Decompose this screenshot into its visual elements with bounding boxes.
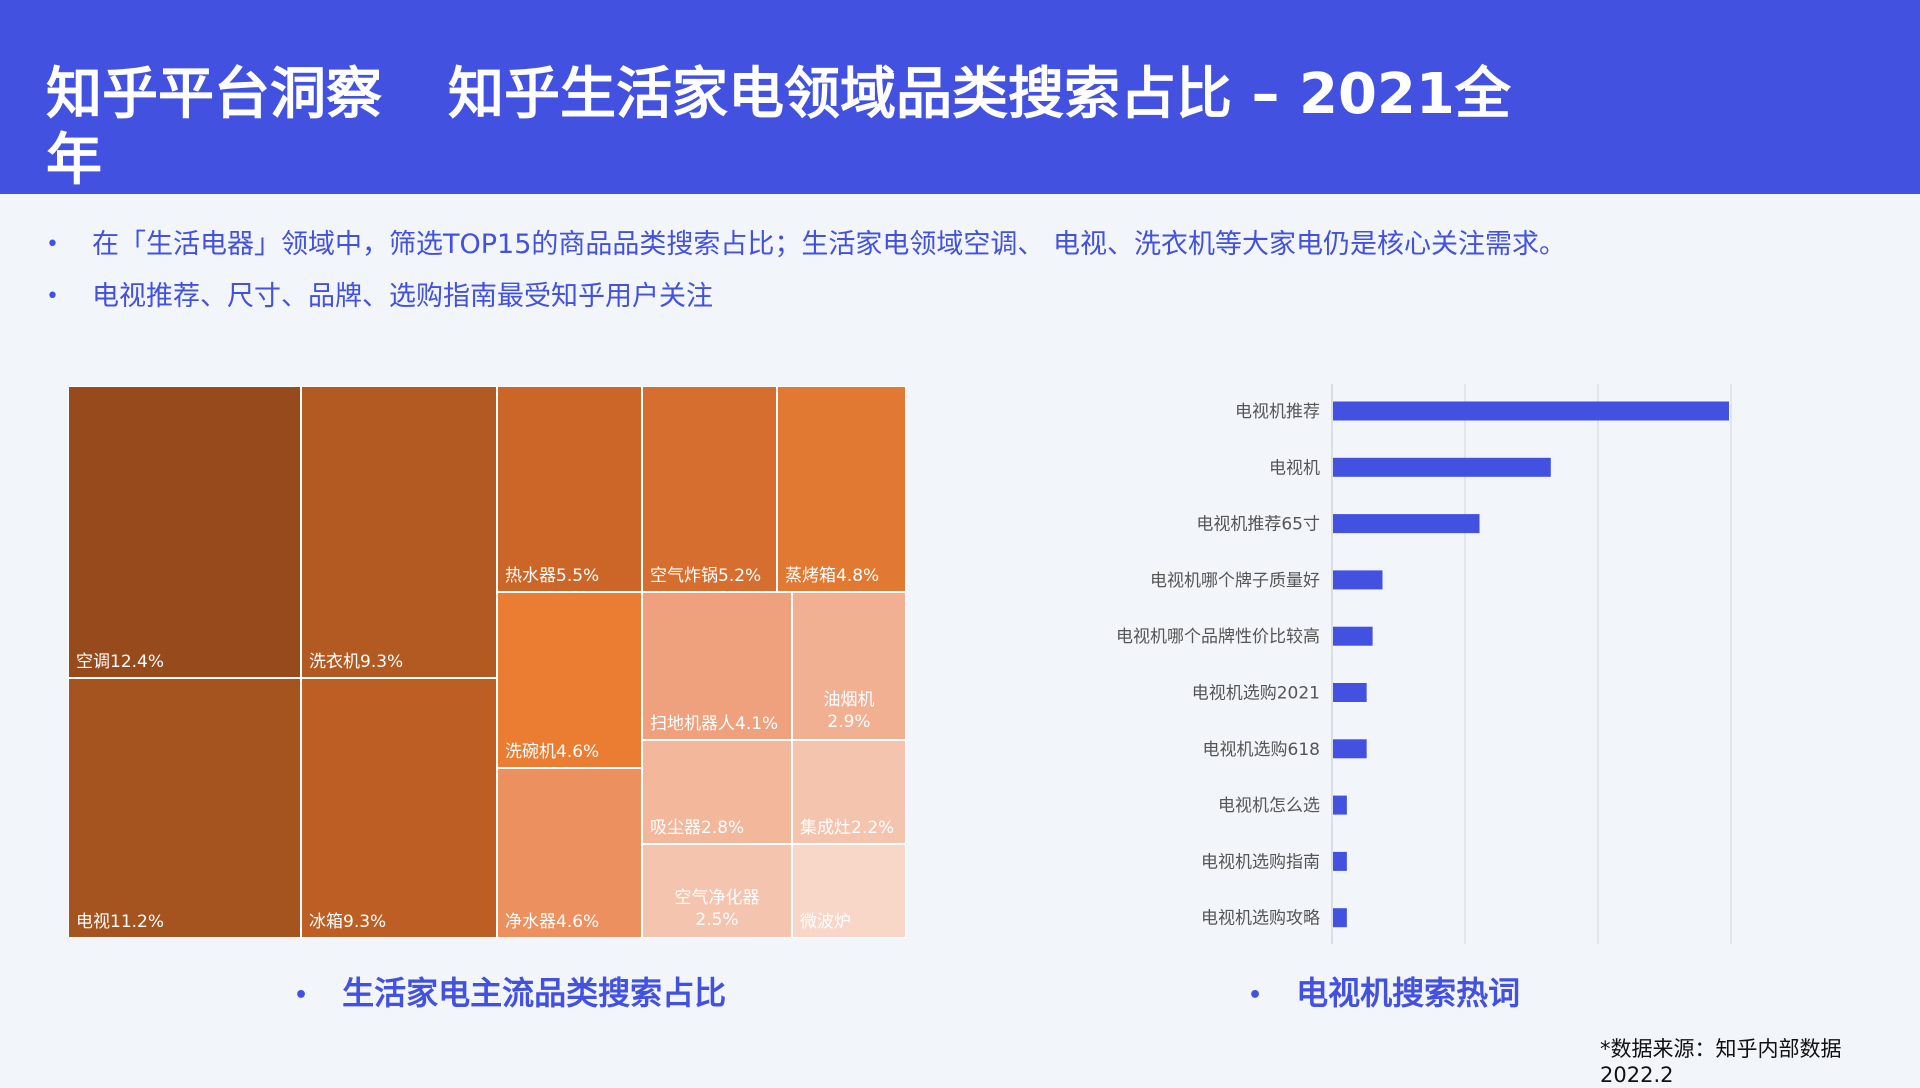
treemap-cell-label: 冰箱9.3% <box>309 912 387 932</box>
treemap-cell: 冰箱9.3% <box>301 678 497 938</box>
bar <box>1333 851 1347 871</box>
bar <box>1333 795 1347 815</box>
treemap-cell-label: 空调12.4% <box>76 652 165 672</box>
treemap-cell-label: 洗碗机4.6% <box>505 742 600 762</box>
bullet-text: 电视推荐、尺寸、品牌、选购指南最受知乎用户关注 <box>92 281 713 312</box>
bar <box>1333 683 1367 702</box>
treemap-cell-label: 吸尘器2.8% <box>650 818 745 838</box>
treemap-cell: 空调12.4% <box>68 386 301 678</box>
bar <box>1333 401 1729 421</box>
treemap-cell-label: 空气炸锅5.2% <box>650 566 762 586</box>
treemap-cell: 空气炸锅5.2% <box>642 386 777 592</box>
treemap-cell-label: 蒸烤箱4.8% <box>785 566 880 586</box>
treemap-cell: 净水器4.6% <box>497 768 642 938</box>
bar <box>1333 908 1347 928</box>
treemap-cell: 洗衣机9.3% <box>301 386 497 678</box>
data-source-note: *数据来源：知乎内部数据 2022.2 <box>1600 1037 1842 1087</box>
header-banner: 知乎平台洞察 知乎生活家电领域品类搜索占比 – 2021全年 <box>0 0 1920 194</box>
treemap-cell: 扫地机器人4.1% <box>642 592 792 740</box>
treemap-cell-label: 微波炉 <box>800 912 851 932</box>
bar <box>1333 457 1551 477</box>
treemap-cell-label: 净水器4.6% <box>505 912 600 932</box>
treemap-cell: 微波炉 <box>792 844 906 938</box>
bullet-item: • 电视推荐、尺寸、品牌、选购指南最受知乎用户关注 <box>46 274 1846 326</box>
treemap-cell: 空气净化器 2.5% <box>642 844 792 938</box>
bar-category-label: 电视机哪个牌子质量好 <box>1150 571 1320 591</box>
bar <box>1333 514 1480 534</box>
bar-category-label: 电视机推荐 <box>1235 402 1320 422</box>
treemap-cell-label: 油烟机 2.9% <box>823 690 875 732</box>
bullet-item: • 在「生活电器」领域中，筛选TOP15的商品品类搜索占比；生活家电领域空调、 … <box>46 222 1846 274</box>
treemap-cell: 洗碗机4.6% <box>497 592 642 768</box>
treemap-cell-label: 空气净化器 2.5% <box>674 888 760 930</box>
treemap-cell-label: 扫地机器人4.1% <box>650 714 779 734</box>
bar <box>1333 570 1383 590</box>
caption-right: • 电视机搜索热词 <box>1248 968 1520 1014</box>
treemap-cell: 热水器5.5% <box>497 386 642 592</box>
tv-search-bar-chart: 电视机推荐电视机电视机推荐65寸电视机哪个牌子质量好电视机哪个品牌性价比较高电视… <box>1116 384 1732 944</box>
caption-left-text: 生活家电主流品类搜索占比 <box>342 974 727 1012</box>
bullet-dot-icon: • <box>1248 982 1263 1008</box>
treemap-cell: 集成灶2.2% <box>792 740 906 844</box>
bar-category-label: 电视机哪个品牌性价比较高 <box>1116 627 1320 647</box>
bar-category-label: 电视机选购指南 <box>1201 852 1320 872</box>
caption-left: • 生活家电主流品类搜索占比 <box>294 968 726 1014</box>
caption-right-text: 电视机搜索热词 <box>1296 974 1521 1012</box>
treemap-cell-label: 洗衣机9.3% <box>309 652 404 672</box>
bar-category-label: 电视机推荐65寸 <box>1196 515 1320 535</box>
treemap-cell: 油烟机 2.9% <box>792 592 906 740</box>
bullet-text: 在「生活电器」领域中，筛选TOP15的商品品类搜索占比；生活家电领域空调、 电视… <box>92 229 1566 260</box>
treemap-cell-label: 热水器5.5% <box>505 566 600 586</box>
bullet-dot-icon: • <box>294 982 309 1008</box>
bar-category-label: 电视机选购618 <box>1203 740 1320 760</box>
treemap-cell-label: 电视11.2% <box>76 912 165 932</box>
bar <box>1333 626 1373 646</box>
bar-category-label: 电视机 <box>1269 458 1320 478</box>
title-right: 知乎生活家电领域品类搜索占比 – 2021全年 <box>46 62 1511 193</box>
bar-category-label: 电视机选购攻略 <box>1201 909 1320 929</box>
treemap-cell: 蒸烤箱4.8% <box>777 386 906 592</box>
bar <box>1333 739 1367 759</box>
bullet-dot-icon: • <box>46 232 59 257</box>
title-left: 知乎平台洞察 <box>46 62 382 127</box>
treemap-cell: 电视11.2% <box>68 678 301 938</box>
category-treemap: 空调12.4% 电视11.2% 洗衣机9.3% 冰箱9.3% 热水器5.5% 洗碗机4.6… <box>68 386 906 938</box>
bar-category-label: 电视机选购2021 <box>1192 684 1320 704</box>
bullet-list: • 在「生活电器」领域中，筛选TOP15的商品品类搜索占比；生活家电领域空调、 … <box>46 222 1846 326</box>
page-title: 知乎平台洞察 知乎生活家电领域品类搜索占比 – 2021全年 <box>46 62 1546 194</box>
treemap-cell: 吸尘器2.8% <box>642 740 792 844</box>
treemap-cell-label: 集成灶2.2% <box>800 818 895 838</box>
bar-category-label: 电视机怎么选 <box>1218 796 1320 816</box>
bullet-dot-icon: • <box>46 284 59 309</box>
